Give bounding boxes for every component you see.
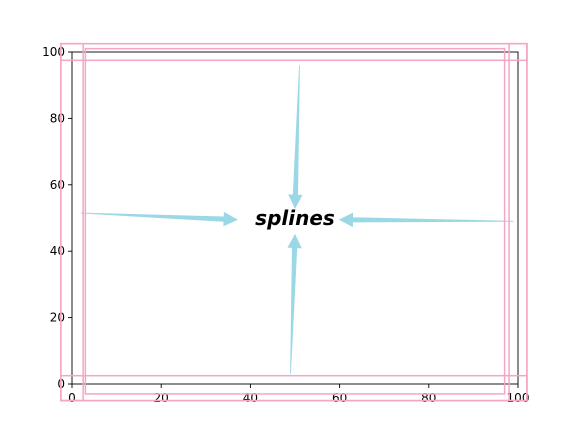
arrow [80,211,238,227]
bounding-rect [84,47,506,395]
arrow [287,233,302,375]
arrows [80,65,514,375]
y-tick-label: 40 [50,244,65,258]
x-tick-label: 80 [421,391,436,405]
bounding-rect [60,42,84,402]
x-tick-label: 20 [154,391,169,405]
axes-frame [71,51,519,385]
arrow [288,65,303,209]
x-tick-label: 40 [243,391,258,405]
y-tick-label: 100 [42,45,65,59]
y-tick-label: 20 [50,311,65,325]
arrow [338,212,514,227]
center-text: splines [255,206,335,230]
axes [71,51,519,385]
bounding-rect [508,42,528,402]
x-tick-label: 0 [68,391,76,405]
x-tick-label: 100 [507,391,530,405]
bounding-rectangles [60,42,528,402]
y-tick-label: 80 [50,111,65,125]
plot-background [72,52,518,384]
y-tick-label: 60 [50,178,65,192]
x-tick-label: 60 [332,391,347,405]
